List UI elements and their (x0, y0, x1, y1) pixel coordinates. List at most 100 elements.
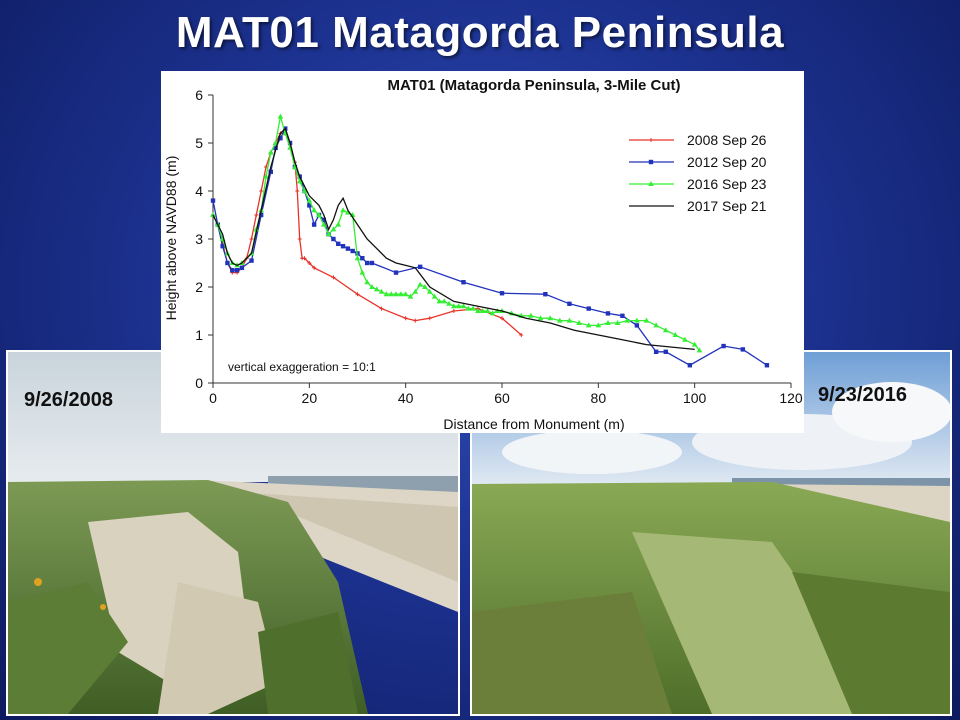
data-point (369, 284, 375, 289)
data-point (455, 303, 462, 309)
data-point (340, 244, 346, 249)
data-point (417, 264, 423, 270)
series-line (212, 132, 522, 336)
data-point (340, 207, 346, 213)
data-point (451, 303, 457, 309)
data-point (557, 317, 563, 323)
data-point (297, 237, 302, 241)
data-point (407, 293, 414, 299)
data-point (648, 159, 654, 165)
data-point (393, 291, 399, 297)
data-point (441, 298, 447, 304)
data-point (663, 349, 668, 354)
chart-panel: MAT01 (Matagorda Peninsula, 3-Mile Cut) … (161, 71, 804, 433)
data-point (662, 327, 669, 333)
data-point (605, 320, 611, 325)
data-point (350, 248, 355, 254)
data-point (307, 261, 312, 265)
data-point (470, 305, 476, 311)
legend-item: 2012 Sep 20 (629, 154, 767, 170)
data-point (620, 313, 625, 318)
data-point (234, 268, 240, 273)
data-point (614, 320, 621, 325)
y-tick-label: 1 (195, 327, 203, 343)
y-tick-label: 4 (195, 183, 203, 199)
data-point (484, 308, 491, 313)
series-3 (212, 127, 695, 351)
data-point (576, 320, 582, 325)
series-line (212, 116, 701, 351)
data-point (379, 306, 384, 311)
legend-label: 2016 Sep 23 (687, 176, 767, 192)
data-point (335, 221, 342, 227)
data-point (403, 316, 408, 321)
photo-date-2016: 9/23/2016 (818, 384, 907, 406)
data-point (567, 301, 572, 306)
x-tick-label: 40 (398, 390, 414, 406)
data-point (489, 310, 496, 316)
legend-item: 2008 Sep 26 (629, 132, 767, 148)
data-point (402, 291, 409, 297)
data-point (465, 305, 472, 311)
data-point (364, 279, 370, 285)
y-tick-label: 3 (195, 231, 203, 247)
data-point (446, 300, 452, 306)
data-point (691, 341, 698, 347)
data-point (369, 260, 375, 266)
data-point (475, 308, 481, 313)
data-point (230, 268, 235, 273)
data-point (624, 317, 631, 323)
data-point (740, 347, 746, 352)
data-point (210, 198, 216, 203)
data-point (634, 317, 640, 323)
chart-title: MAT01 (Matagorda Peninsula, 3-Mile Cut) (387, 77, 680, 94)
data-point (388, 291, 395, 297)
data-point (519, 333, 524, 337)
data-point (311, 222, 317, 227)
y-tick-label: 6 (195, 87, 203, 103)
photo-date-2008: 9/26/2008 (24, 389, 113, 411)
data-point (653, 322, 659, 328)
profile-chart: MAT01 (Matagorda Peninsula, 3-Mile Cut) … (163, 77, 803, 432)
data-point (239, 265, 245, 270)
data-point (585, 322, 592, 328)
x-tick-label: 120 (779, 390, 803, 406)
data-point (268, 169, 273, 174)
x-tick-label: 100 (683, 390, 707, 406)
data-point (295, 189, 300, 193)
data-point (672, 332, 679, 337)
data-point (500, 316, 504, 321)
y-tick-label: 0 (195, 375, 203, 391)
photo-2008-scene (8, 352, 458, 714)
data-point (586, 306, 591, 311)
data-point (413, 318, 418, 323)
data-point (320, 221, 327, 227)
y-axis-label: Height above NAVD88 (m) (163, 156, 179, 321)
data-point (460, 303, 467, 309)
legend-label: 2012 Sep 20 (687, 154, 767, 170)
chart-legend: 2008 Sep 26 2012 Sep 20 2016 Sep 23 2017 Se… (629, 132, 767, 214)
data-point (648, 181, 654, 186)
data-point (634, 323, 640, 328)
data-point (345, 246, 351, 251)
data-point (431, 293, 438, 299)
y-tick-label: 2 (195, 279, 203, 295)
data-point (278, 136, 283, 141)
chart-annotation: vertical exaggeration = 10:1 (228, 360, 376, 374)
data-point (316, 212, 322, 217)
data-point (259, 189, 264, 193)
data-point (721, 343, 726, 349)
data-point (306, 197, 313, 203)
data-point (479, 308, 486, 313)
data-point (254, 213, 259, 217)
data-point (249, 258, 254, 263)
x-axis-label: Distance from Monument (m) (443, 416, 624, 432)
photo-2008-dunes (6, 350, 460, 716)
data-point (364, 260, 370, 266)
data-point (426, 288, 433, 294)
data-point (528, 312, 534, 318)
data-point (311, 207, 317, 213)
data-point (296, 178, 303, 184)
data-point (398, 291, 404, 297)
data-point (451, 309, 456, 313)
